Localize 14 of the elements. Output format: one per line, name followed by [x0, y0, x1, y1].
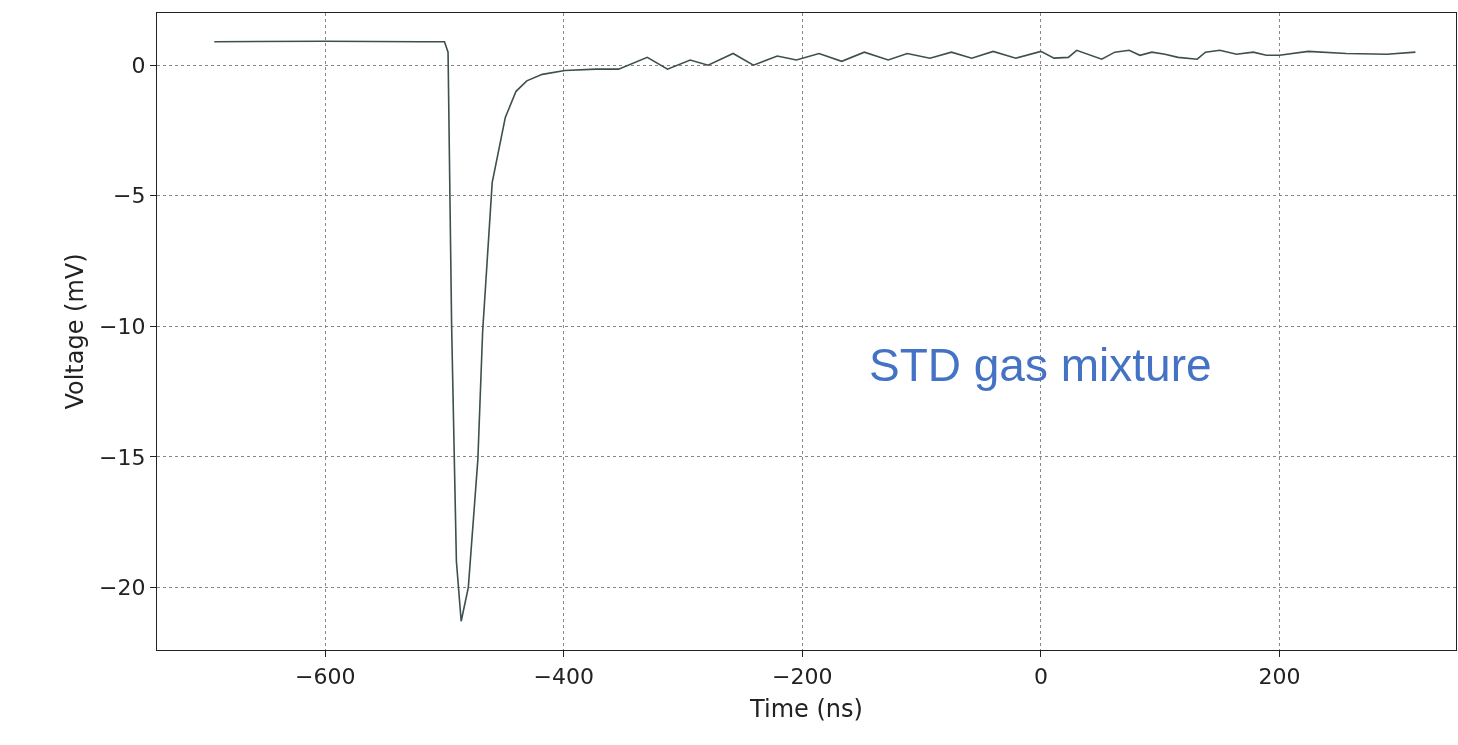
y-tick-label: −5 [113, 183, 146, 209]
annotation: STD gas mixture [869, 339, 1212, 391]
line-series [213, 40, 1417, 623]
x-axis-title: Time (ns) [749, 694, 863, 723]
x-tick-label: 200 [1258, 663, 1301, 689]
x-tick-label: −200 [772, 663, 833, 689]
y-tick-label: 0 [131, 52, 146, 78]
x-tick-label: 0 [1033, 663, 1048, 689]
x-tick-label: −400 [533, 663, 594, 689]
y-tick-label: −20 [99, 575, 146, 601]
y-tick-label: −15 [99, 444, 146, 470]
x-tick-label: −600 [294, 663, 356, 689]
y-axis-title: Voltage (mV) [61, 253, 90, 410]
y-tick-label: −10 [99, 313, 146, 339]
